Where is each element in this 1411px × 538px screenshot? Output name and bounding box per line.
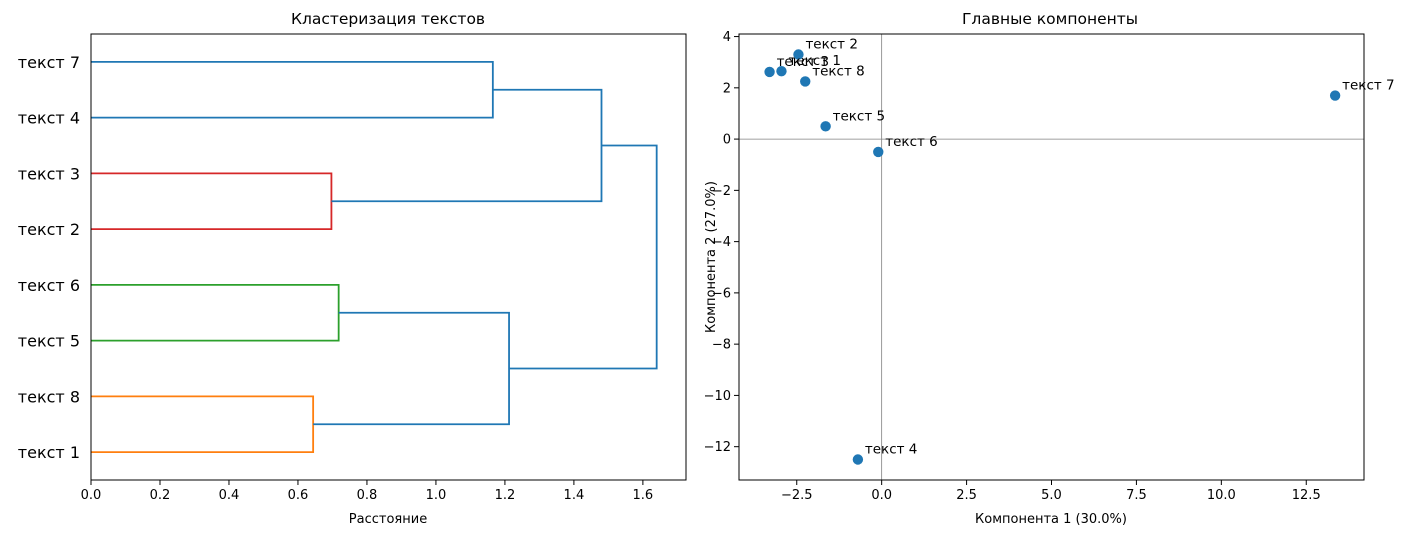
dendrogram-link bbox=[91, 60, 494, 119]
y-tick-label: −10 bbox=[704, 389, 731, 404]
scatter-point bbox=[820, 121, 831, 132]
y-tick-label: −8 bbox=[712, 338, 731, 353]
dendrogram-links bbox=[91, 60, 658, 454]
x-tick-label: 10.0 bbox=[1207, 488, 1236, 503]
x-tick-label: 1.0 bbox=[426, 488, 447, 503]
leaf-label: текст 5 bbox=[18, 332, 80, 351]
dendrogram-link bbox=[331, 88, 603, 203]
x-tick-label: 5.0 bbox=[1041, 488, 1062, 503]
x-tick-label: 1.4 bbox=[564, 488, 585, 503]
scatter-point bbox=[793, 49, 804, 60]
scatter-point bbox=[852, 454, 864, 465]
scatter-y-axis-label: Компонента 2 (27.0%) bbox=[704, 181, 719, 333]
y-tick-label: −2 bbox=[712, 184, 731, 199]
x-tick-label: −2.5 bbox=[781, 488, 813, 503]
dendrogram-leaf-labels: текст 7 текст 4 текст 3 текст 2 текст 6 текст… bbox=[18, 53, 80, 462]
leaf-label: текст 6 bbox=[18, 276, 80, 295]
x-tick-label: 0.0 bbox=[871, 488, 892, 503]
x-tick-label: 1.2 bbox=[495, 488, 516, 503]
leaf-label: текст 8 bbox=[18, 387, 80, 406]
x-tick-label: 0.4 bbox=[219, 488, 240, 503]
y-tick-label: −4 bbox=[712, 235, 731, 250]
x-tick-label: 2.5 bbox=[956, 488, 977, 503]
dendrogram-link bbox=[91, 395, 315, 454]
leaf-label: текст 1 bbox=[18, 443, 80, 462]
leaf-label: текст 3 bbox=[18, 164, 80, 183]
dendrogram-title: Кластеризация текстов bbox=[291, 10, 485, 28]
point-label: текст 3 bbox=[777, 54, 830, 70]
dendrogram-link bbox=[91, 172, 333, 231]
point-label: текст 5 bbox=[833, 108, 886, 124]
scatter-axes-frame bbox=[738, 33, 1365, 481]
scatter-title: Главные компоненты bbox=[962, 10, 1138, 28]
dendrogram-link bbox=[509, 144, 658, 370]
scatter-y-ticks: 4 2 0 −2 −4 −6 −8 −10 −12 bbox=[704, 30, 739, 455]
scatter-x-ticks: −2.5 0.0 2.5 5.0 7.5 10.0 12.5 bbox=[781, 480, 1321, 503]
x-tick-label: 7.5 bbox=[1126, 488, 1147, 503]
dendrogram-x-ticks: 0.0 0.2 0.4 0.6 0.8 1.0 1.2 1.4 1.6 bbox=[81, 480, 654, 503]
point-label: текст 4 bbox=[865, 441, 918, 457]
point-label: текст 6 bbox=[885, 134, 938, 150]
point-label: текст 7 bbox=[1342, 78, 1395, 94]
x-tick-label: 0.0 bbox=[81, 488, 102, 503]
scatter-point bbox=[800, 76, 811, 87]
dendrogram-x-axis-label: Расстояние bbox=[349, 512, 427, 527]
x-tick-label: 12.5 bbox=[1292, 488, 1321, 503]
dendrogram-link bbox=[91, 283, 340, 342]
scatter-point bbox=[1329, 90, 1341, 101]
scatter-point bbox=[873, 146, 884, 158]
x-tick-label: 0.8 bbox=[357, 488, 378, 503]
leaf-label: текст 2 bbox=[18, 220, 80, 239]
scatter-x-axis-label: Компонента 1 (30.0%) bbox=[975, 512, 1127, 527]
y-tick-label: 4 bbox=[723, 30, 731, 45]
scatter-zero-lines bbox=[739, 34, 1364, 480]
scatter-point bbox=[764, 66, 775, 78]
x-tick-label: 0.6 bbox=[288, 488, 309, 503]
x-tick-label: 0.2 bbox=[150, 488, 171, 503]
y-tick-label: −12 bbox=[704, 440, 731, 455]
x-tick-label: 1.6 bbox=[633, 488, 654, 503]
dendrogram-axes-frame bbox=[90, 33, 687, 481]
y-tick-label: 2 bbox=[723, 81, 731, 96]
y-tick-label: −6 bbox=[712, 286, 731, 301]
scatter-point bbox=[776, 65, 787, 77]
point-label: текст 2 bbox=[805, 37, 858, 53]
dendrogram-link bbox=[313, 311, 510, 426]
leaf-label: текст 7 bbox=[18, 53, 80, 72]
point-label: текст 8 bbox=[812, 63, 865, 79]
leaf-label: текст 4 bbox=[18, 109, 80, 128]
y-tick-label: 0 bbox=[723, 133, 731, 148]
